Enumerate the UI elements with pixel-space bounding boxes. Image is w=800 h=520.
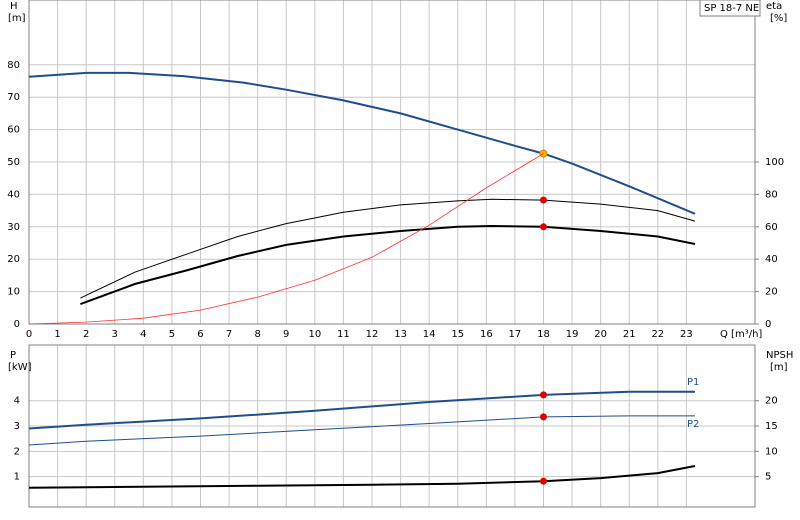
x-tick-label: 13 <box>394 329 407 340</box>
curve <box>28 415 695 446</box>
curve <box>80 224 696 306</box>
y-axis-title: P <box>10 350 16 361</box>
duty-point <box>539 149 548 158</box>
x-tick-label: 22 <box>651 329 664 340</box>
x-tick-label: 11 <box>337 329 350 340</box>
x-label-bg <box>718 328 762 342</box>
x-tick-label: 21 <box>623 329 636 340</box>
y-tick-label: 40 <box>7 189 20 200</box>
curve <box>28 153 544 325</box>
x-axis-title: Q [m³/h] <box>720 329 762 340</box>
y-tick-label: 80 <box>7 60 20 71</box>
annotation: SP 18-7 NE <box>704 3 759 14</box>
x-tick-label: 18 <box>537 329 550 340</box>
x-tick-label: 0 <box>26 329 32 340</box>
duty-point <box>539 223 547 231</box>
y2-axis-unit: [m] <box>770 362 788 373</box>
y2-tick-label: 10 <box>765 446 778 457</box>
x-tick-label: 4 <box>140 329 146 340</box>
x-tick-label: 3 <box>112 329 118 340</box>
curve <box>28 465 696 489</box>
x-tick-label: 12 <box>366 329 379 340</box>
curve <box>28 390 695 430</box>
plot-frame <box>28 0 756 325</box>
curve <box>80 198 696 299</box>
y2-tick-label: 20 <box>765 287 778 298</box>
y2-tick-label: 15 <box>765 421 778 432</box>
x-tick-label: 5 <box>169 329 175 340</box>
y-tick-label: 20 <box>7 254 20 265</box>
y2-axis-title: NPSH <box>766 350 793 361</box>
y-axis-title: H <box>10 1 18 12</box>
y-tick-label: 4 <box>14 396 20 407</box>
y2-tick-label: 80 <box>765 189 778 200</box>
duty-point <box>539 391 547 399</box>
y2-tick-label: 40 <box>765 254 778 265</box>
x-tick-label: 6 <box>197 329 203 340</box>
x-tick-label: 23 <box>680 329 693 340</box>
curve <box>28 71 696 215</box>
y-axis-unit: [kW] <box>8 362 32 373</box>
duty-point <box>539 413 547 421</box>
y-tick-label: 2 <box>14 446 20 457</box>
y2-tick-label: 100 <box>765 157 784 168</box>
y-tick-label: 10 <box>7 287 20 298</box>
y-tick-label: 0 <box>14 319 20 330</box>
y-tick-label: 1 <box>14 472 20 483</box>
x-tick-label: 14 <box>423 329 436 340</box>
annotation-box <box>699 0 761 17</box>
y-axis-unit: [m] <box>8 13 26 24</box>
y2-axis-title: eta <box>766 1 782 12</box>
x-tick-label: 16 <box>480 329 493 340</box>
y-tick-label: 70 <box>7 92 20 103</box>
x-tick-label: 7 <box>226 329 232 340</box>
x-tick-label: 17 <box>509 329 522 340</box>
duty-point <box>539 196 547 204</box>
x-tick-label: 10 <box>308 329 321 340</box>
y-tick-label: 50 <box>7 157 20 168</box>
x-tick-label: 20 <box>594 329 607 340</box>
series-label: P2 <box>687 419 699 430</box>
x-tick-label: 19 <box>566 329 579 340</box>
x-tick-label: 2 <box>83 329 89 340</box>
y-tick-label: 3 <box>14 421 20 432</box>
x-tick-label: 8 <box>254 329 260 340</box>
y2-tick-label: 20 <box>765 396 778 407</box>
x-tick-label: 1 <box>54 329 60 340</box>
x-tick-label: 15 <box>451 329 464 340</box>
y2-axis-unit: [%] <box>770 13 787 24</box>
y-tick-label: 30 <box>7 222 20 233</box>
x-tick-label: 9 <box>283 329 289 340</box>
series-label: P1 <box>687 377 699 388</box>
duty-point <box>539 477 547 485</box>
y2-tick-label: 0 <box>765 319 771 330</box>
y2-tick-label: 5 <box>765 472 771 483</box>
y-tick-label: 60 <box>7 125 20 136</box>
y2-tick-label: 60 <box>765 222 778 233</box>
plot-frame <box>28 344 756 508</box>
